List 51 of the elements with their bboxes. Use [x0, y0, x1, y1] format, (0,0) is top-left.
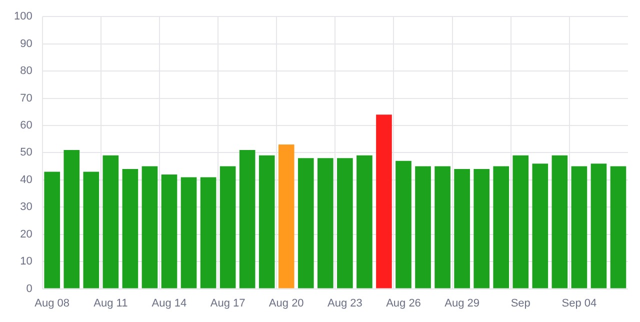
x-tick-label: Aug 14 [152, 297, 187, 310]
bar [258, 155, 275, 288]
y-tick-label: 60 [20, 120, 32, 132]
bar [376, 114, 392, 288]
x-tick-label: Aug 20 [268, 297, 304, 310]
bar [396, 160, 412, 288]
x-tick-label: Aug 29 [444, 297, 480, 310]
bar [590, 164, 607, 288]
y-tick-label: 70 [20, 92, 32, 104]
x-tick-label: Aug 23 [328, 297, 362, 310]
bar [142, 166, 158, 288]
x-tick-label: Aug 08 [34, 297, 70, 310]
bar [200, 177, 216, 288]
y-tick-label: 50 [20, 146, 32, 159]
bar [278, 144, 294, 288]
bar [161, 174, 178, 288]
y-tick-label: 20 [20, 228, 32, 240]
bar [122, 169, 138, 288]
bar [239, 150, 256, 288]
y-tick-label: 0 [26, 282, 32, 295]
bar [532, 164, 548, 288]
bar [64, 150, 80, 288]
bar [415, 166, 431, 288]
bar [220, 166, 236, 288]
bar [454, 169, 470, 288]
y-tick-label: 10 [20, 256, 32, 268]
x-tick-label: Sep 04 [562, 297, 597, 310]
y-tick-label: 30 [20, 201, 32, 214]
bar [512, 155, 529, 288]
y-tick-label: 90 [20, 38, 32, 50]
bar [434, 166, 450, 288]
bar [474, 169, 490, 288]
y-tick-label: 80 [20, 65, 32, 78]
bar [83, 172, 100, 288]
bar [610, 166, 626, 288]
bar [44, 172, 60, 288]
bar [318, 158, 334, 288]
bar [356, 155, 372, 288]
bar [337, 158, 353, 288]
x-tick-label: Aug 26 [386, 297, 421, 310]
y-tick-label: 40 [20, 174, 32, 186]
bar [571, 166, 588, 288]
bar [493, 166, 510, 288]
bar [102, 155, 119, 288]
bar [552, 155, 568, 288]
x-tick-label: Aug 17 [210, 297, 246, 310]
x-tick-label: Sep [510, 297, 530, 310]
bar [298, 158, 314, 288]
x-tick-label: Aug 11 [94, 297, 128, 310]
y-tick-label: 100 [14, 10, 32, 23]
bar [180, 177, 197, 288]
